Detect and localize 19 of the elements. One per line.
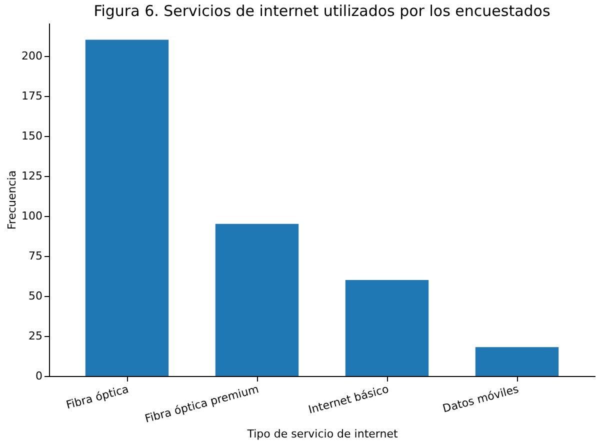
y-tick-label: 50: [28, 289, 42, 302]
bar: [85, 40, 169, 376]
y-tick-label: 125: [22, 169, 42, 182]
y-tick-label: 75: [28, 249, 42, 262]
y-tick-label: 25: [28, 329, 42, 342]
x-tick-label: Internet básico: [307, 382, 390, 416]
y-tick-label: 200: [22, 49, 42, 62]
bar: [475, 347, 559, 376]
x-tick-label: Datos móviles: [441, 382, 520, 416]
y-tick-label: 0: [36, 370, 42, 382]
y-axis-title: Frecuencia: [6, 170, 19, 230]
chart-title: Figura 6. Servicios de internet utilizados por los encuestados: [94, 2, 550, 20]
x-axis-title: Tipo de servicio de internet: [246, 427, 398, 440]
bar: [345, 280, 429, 376]
y-tick-label: 175: [22, 89, 42, 102]
y-tick-label: 150: [22, 129, 42, 142]
x-tick-label: Fibra óptica: [64, 382, 130, 412]
y-tick-label: 100: [22, 209, 42, 222]
bar: [215, 224, 299, 376]
